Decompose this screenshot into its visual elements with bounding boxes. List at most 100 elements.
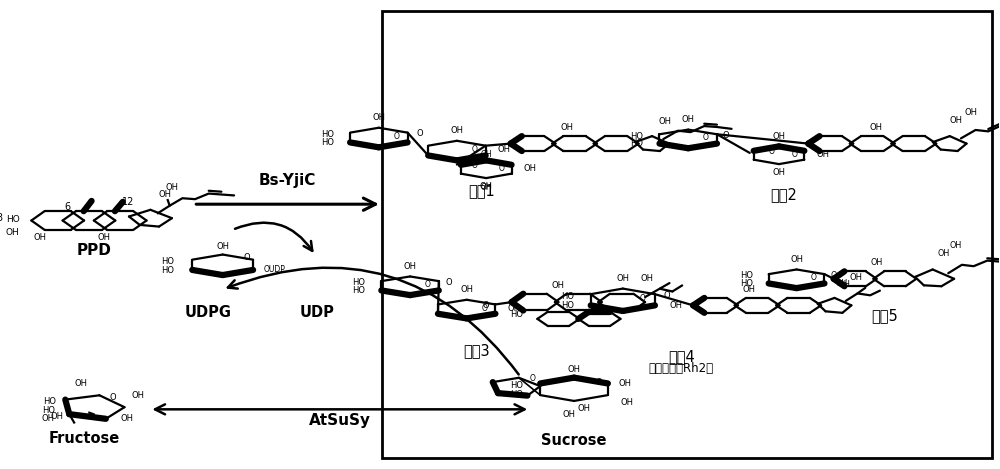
Text: OH: OH bbox=[743, 285, 756, 294]
Text: OH: OH bbox=[97, 233, 110, 242]
Text: OH: OH bbox=[964, 108, 977, 117]
Text: OH: OH bbox=[641, 274, 654, 283]
Text: OH: OH bbox=[121, 414, 134, 423]
Text: OH: OH bbox=[682, 115, 695, 124]
Text: OH: OH bbox=[42, 414, 55, 423]
Text: HO: HO bbox=[510, 390, 523, 400]
Text: OH: OH bbox=[552, 281, 565, 290]
Text: 产物2: 产物2 bbox=[770, 188, 797, 202]
Text: （人参皂苷Rh2）: （人参皂苷Rh2） bbox=[649, 362, 714, 375]
Text: O: O bbox=[417, 129, 423, 138]
Text: OH: OH bbox=[836, 279, 848, 288]
Text: Sucrose: Sucrose bbox=[541, 433, 607, 448]
Text: OH: OH bbox=[849, 273, 862, 282]
Text: OH: OH bbox=[480, 183, 492, 192]
Text: O: O bbox=[811, 273, 817, 282]
Text: AtSuSy: AtSuSy bbox=[309, 414, 371, 429]
Text: O: O bbox=[472, 145, 478, 154]
Text: OH: OH bbox=[523, 164, 536, 173]
Text: O: O bbox=[722, 131, 729, 140]
Text: O: O bbox=[703, 134, 709, 143]
Text: OH: OH bbox=[498, 145, 511, 154]
Text: 3: 3 bbox=[0, 213, 3, 223]
Text: O: O bbox=[481, 303, 487, 313]
Text: O: O bbox=[499, 164, 505, 173]
Text: HO: HO bbox=[630, 132, 643, 141]
Text: OH: OH bbox=[870, 258, 883, 267]
Text: OH: OH bbox=[816, 150, 829, 159]
Text: 产物4: 产物4 bbox=[668, 349, 695, 364]
Text: OH: OH bbox=[950, 116, 963, 125]
Text: OH: OH bbox=[75, 379, 88, 388]
Text: HO: HO bbox=[6, 215, 20, 224]
Text: OH: OH bbox=[34, 233, 47, 242]
Text: OH: OH bbox=[480, 150, 492, 159]
Text: OH: OH bbox=[568, 365, 581, 374]
Text: HO: HO bbox=[561, 301, 574, 310]
Text: O: O bbox=[425, 280, 431, 289]
Text: HO: HO bbox=[321, 130, 334, 139]
Text: HO: HO bbox=[161, 266, 174, 275]
Text: Bs-YjiC: Bs-YjiC bbox=[259, 174, 316, 189]
Text: O: O bbox=[472, 161, 477, 170]
Text: O: O bbox=[530, 374, 536, 383]
Text: 12: 12 bbox=[122, 197, 134, 207]
Text: OH: OH bbox=[563, 410, 576, 419]
Text: O: O bbox=[663, 291, 670, 300]
Text: 产物3: 产物3 bbox=[463, 344, 490, 359]
Text: HO: HO bbox=[630, 139, 643, 148]
Text: O: O bbox=[830, 272, 837, 280]
Text: O: O bbox=[394, 132, 399, 141]
Text: OH: OH bbox=[616, 274, 629, 283]
Text: OH: OH bbox=[837, 280, 850, 289]
Text: OUDP: OUDP bbox=[264, 265, 286, 274]
Text: HO: HO bbox=[352, 279, 365, 287]
Text: Fructose: Fructose bbox=[48, 431, 120, 446]
Text: OH: OH bbox=[132, 391, 145, 400]
Text: O: O bbox=[446, 278, 452, 287]
Bar bbox=[382, 11, 992, 458]
Text: O: O bbox=[792, 150, 798, 159]
Text: HO: HO bbox=[43, 397, 56, 406]
Text: OH: OH bbox=[165, 183, 178, 192]
Text: PPD: PPD bbox=[76, 243, 111, 258]
Text: O: O bbox=[768, 147, 774, 156]
Text: OH: OH bbox=[670, 301, 683, 310]
Text: O: O bbox=[640, 294, 646, 303]
Text: HO: HO bbox=[561, 292, 574, 301]
Text: OH: OH bbox=[51, 412, 64, 421]
Text: OH: OH bbox=[508, 303, 521, 313]
Text: OH: OH bbox=[773, 168, 786, 177]
Text: OH: OH bbox=[659, 117, 672, 126]
Text: OH: OH bbox=[869, 123, 882, 132]
Text: UDP: UDP bbox=[300, 305, 335, 320]
Text: HO: HO bbox=[740, 279, 753, 288]
Text: HO: HO bbox=[42, 406, 55, 415]
Text: OH: OH bbox=[560, 123, 573, 132]
Text: OH: OH bbox=[216, 242, 229, 250]
Text: HO: HO bbox=[161, 257, 174, 265]
Text: HO: HO bbox=[740, 272, 753, 280]
Text: OH: OH bbox=[790, 255, 803, 264]
Text: OH: OH bbox=[950, 241, 962, 250]
Text: OH: OH bbox=[619, 379, 632, 388]
Text: HO: HO bbox=[510, 381, 523, 390]
Text: OH: OH bbox=[372, 113, 385, 122]
Text: OH: OH bbox=[460, 285, 473, 294]
Text: 6: 6 bbox=[65, 203, 71, 212]
Text: OH: OH bbox=[158, 190, 171, 199]
Text: OH: OH bbox=[480, 182, 493, 191]
Text: 产物5: 产物5 bbox=[871, 309, 898, 324]
Text: OH: OH bbox=[621, 398, 634, 407]
Text: OH: OH bbox=[937, 249, 949, 258]
Text: OH: OH bbox=[773, 132, 786, 141]
Text: OH: OH bbox=[404, 262, 417, 271]
Text: HO: HO bbox=[352, 286, 365, 295]
Text: OH: OH bbox=[450, 126, 463, 135]
Text: O: O bbox=[595, 378, 602, 387]
Text: O: O bbox=[109, 393, 116, 402]
Text: HO: HO bbox=[321, 138, 334, 147]
Text: OH: OH bbox=[577, 404, 590, 413]
Text: OH: OH bbox=[6, 227, 20, 237]
Text: HO: HO bbox=[510, 310, 523, 319]
